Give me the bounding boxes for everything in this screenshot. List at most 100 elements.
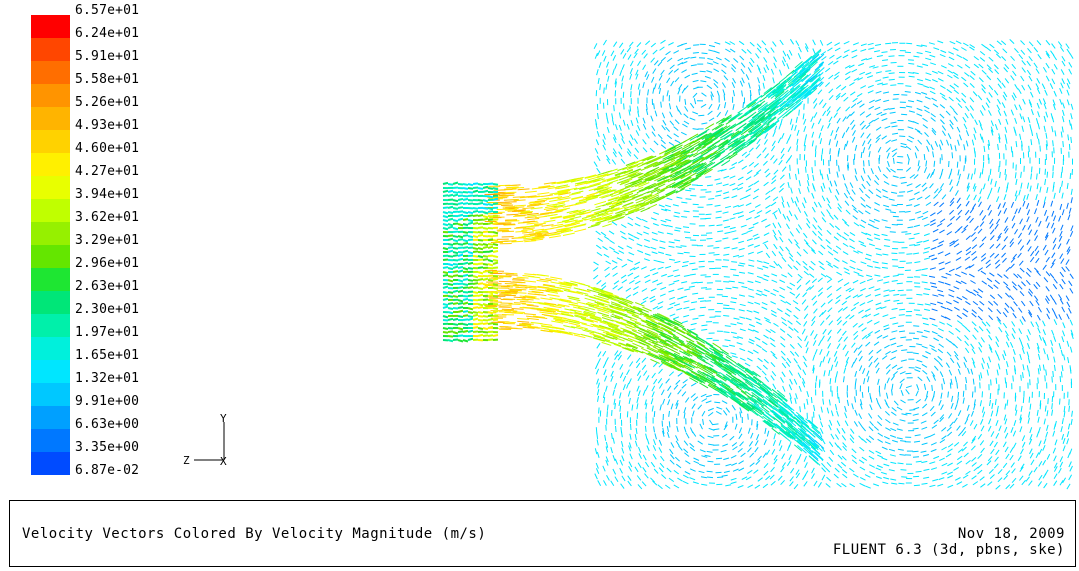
velocity-vector (820, 320, 825, 326)
velocity-vector (917, 83, 924, 86)
velocity-vector (859, 103, 865, 108)
velocity-vector (833, 264, 839, 269)
jet-vector (648, 183, 660, 190)
velocity-vector (920, 450, 927, 453)
velocity-vector (1012, 442, 1017, 449)
velocity-vector (1062, 109, 1065, 116)
jet-vector (592, 325, 605, 330)
jet-vector (532, 228, 545, 232)
velocity-vector (922, 355, 929, 359)
velocity-vector (597, 358, 601, 364)
velocity-vector (1067, 214, 1071, 221)
velocity-vector (688, 285, 695, 288)
velocity-vector (1060, 131, 1063, 138)
velocity-vector (773, 234, 778, 241)
velocity-vector (826, 278, 833, 283)
velocity-vector (852, 215, 858, 220)
velocity-vector (1052, 140, 1054, 147)
velocity-vector (680, 131, 687, 136)
velocity-vector (957, 169, 960, 176)
velocity-vector (1061, 418, 1064, 425)
velocity-vector (868, 449, 875, 454)
jet-vector (784, 87, 795, 96)
velocity-vector (594, 448, 598, 455)
jet-vector (635, 198, 648, 204)
velocity-vector (773, 213, 778, 220)
velocity-vector (1003, 67, 1008, 73)
velocity-vector (709, 419, 714, 426)
velocity-vector (739, 357, 746, 362)
velocity-vector (930, 212, 936, 217)
velocity-vector (689, 102, 695, 109)
velocity-vector (824, 67, 831, 73)
velocity-vector (803, 239, 809, 245)
velocity-vector (846, 164, 849, 171)
velocity-vector (996, 354, 1000, 361)
velocity-vector (922, 251, 929, 254)
velocity-vector (865, 313, 872, 318)
velocity-vector (857, 77, 864, 81)
velocity-vector (596, 131, 600, 138)
velocity-vector (1053, 356, 1056, 363)
velocity-vector (1029, 427, 1033, 434)
velocity-vector (650, 42, 657, 48)
jet-vector (594, 200, 607, 206)
velocity-vector (1009, 238, 1014, 244)
velocity-vector (795, 458, 800, 465)
velocity-vector (618, 250, 625, 254)
jet-vector (798, 89, 808, 99)
velocity-vector (628, 397, 631, 405)
velocity-vector (968, 273, 975, 278)
jet-vector (555, 208, 568, 212)
velocity-vector (915, 398, 922, 404)
velocity-vector (841, 435, 847, 441)
velocity-vector (701, 483, 708, 486)
velocity-vector (925, 57, 932, 61)
velocity-vector (716, 90, 720, 97)
velocity-vector (652, 223, 659, 226)
velocity-vector (949, 209, 955, 215)
velocity-vector (752, 195, 759, 200)
velocity-vector (939, 202, 945, 208)
velocity-vector (962, 295, 968, 300)
velocity-vector (1014, 84, 1019, 90)
velocity-vector (922, 210, 929, 215)
jet-vector (584, 174, 597, 179)
velocity-vector (692, 111, 699, 115)
velocity-vector (873, 426, 879, 431)
velocity-vector (857, 350, 862, 356)
velocity-vector (1060, 82, 1064, 89)
velocity-vector (1029, 448, 1033, 455)
velocity-vector (1044, 234, 1049, 241)
velocity-vector (612, 137, 617, 144)
velocity-vector (885, 392, 889, 399)
velocity-vector (953, 89, 960, 94)
velocity-vector (937, 243, 944, 248)
velocity-vector (888, 469, 895, 472)
velocity-vector (659, 404, 662, 411)
velocity-vector (980, 253, 987, 258)
velocity-vector (681, 383, 687, 389)
velocity-vector (1053, 64, 1058, 70)
velocity-vector (886, 167, 891, 173)
velocity-vector (926, 173, 931, 179)
velocity-vector (851, 49, 858, 53)
velocity-vector (1003, 414, 1007, 421)
velocity-vector (987, 204, 992, 211)
jet-vector (789, 99, 800, 108)
velocity-vector (703, 168, 713, 175)
velocity-vector (739, 407, 743, 414)
velocity-vector (827, 357, 831, 364)
velocity-vector (735, 413, 738, 420)
velocity-vector (965, 130, 970, 137)
velocity-vector (730, 481, 737, 485)
velocity-vector (965, 250, 972, 256)
velocity-vector (690, 393, 696, 398)
velocity-vector (774, 125, 778, 132)
jet-vector (799, 65, 810, 75)
velocity-vector (781, 60, 786, 67)
velocity-vector (963, 224, 969, 230)
jet-vector (630, 159, 642, 165)
velocity-vector (715, 190, 723, 193)
velocity-vector (780, 299, 787, 304)
